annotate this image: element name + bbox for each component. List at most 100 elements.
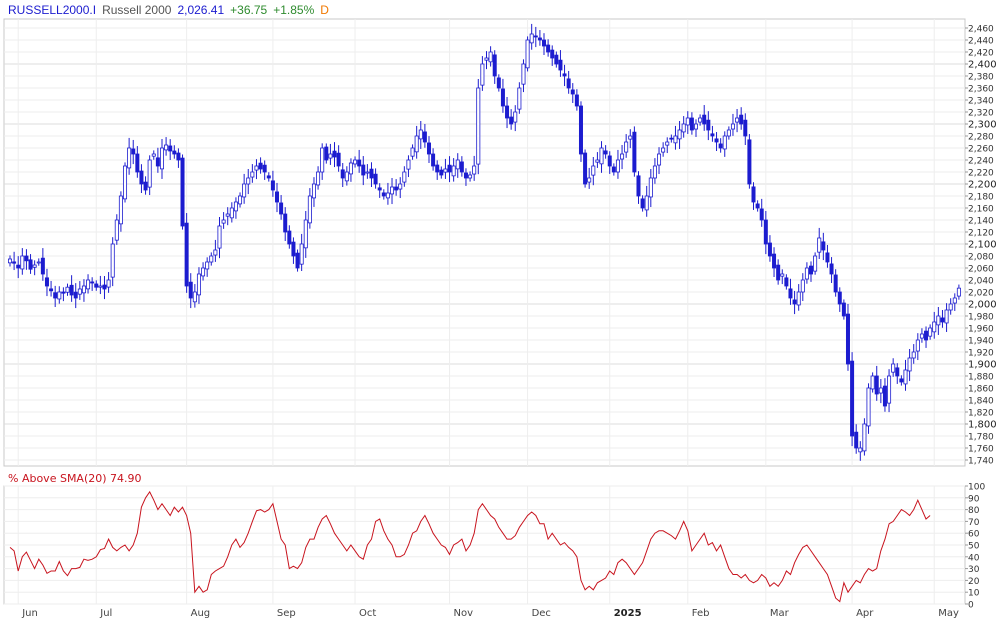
price-tick-label: 1,740	[968, 457, 994, 467]
candle-up	[673, 135, 678, 144]
price-panel-frame	[3, 18, 966, 467]
candle-up	[147, 159, 152, 188]
candle-down	[710, 133, 715, 137]
candle-up	[250, 171, 255, 178]
price-tick-label: 1,880	[968, 373, 994, 383]
candle-down	[44, 277, 49, 287]
candle-up	[418, 129, 423, 140]
indicator-tick-label: 100	[968, 483, 985, 493]
candle-down	[324, 146, 329, 161]
candle-down	[739, 114, 744, 125]
price-tick-label: 2,300	[968, 120, 997, 131]
candle-up	[652, 165, 657, 179]
candle-up	[932, 321, 937, 333]
candle-up	[726, 129, 731, 137]
candle-down	[12, 261, 17, 264]
last-price: 2,026.41	[177, 3, 225, 17]
candle-up	[238, 195, 243, 205]
candle-up	[915, 339, 920, 352]
chart-header: RUSSELL2000.I Russell 2000 2,026.41 +36.75 +…	[8, 2, 335, 18]
candle-up	[410, 147, 415, 157]
candle-down	[435, 164, 440, 173]
candle-up	[480, 63, 485, 86]
candle-down	[546, 44, 551, 53]
candle-up	[677, 129, 682, 140]
candle-down	[829, 263, 834, 275]
candle-up	[81, 285, 86, 294]
candle-up	[928, 327, 933, 337]
candle-down	[542, 39, 547, 47]
candle-down	[291, 241, 296, 257]
candle-up	[780, 273, 785, 277]
candle-up	[7, 258, 12, 264]
candle-down	[706, 119, 711, 131]
candle-down	[509, 116, 514, 125]
candle-up	[624, 141, 629, 153]
candle-down	[283, 213, 288, 233]
candle-down	[882, 385, 887, 407]
price-tick-label: 1,920	[968, 349, 994, 359]
candle-down	[188, 281, 193, 299]
candle-up	[414, 135, 419, 153]
candle-down	[562, 73, 567, 77]
candle-up	[644, 195, 649, 211]
candle-up	[813, 255, 818, 272]
candle-up	[77, 288, 82, 295]
candlestick-series	[7, 23, 961, 461]
price-change-percent: +1.85%	[273, 3, 315, 17]
candle-down	[821, 241, 826, 251]
candle-up	[665, 141, 670, 146]
price-tick-label: 2,460	[968, 25, 994, 35]
candle-down	[496, 77, 501, 89]
candle-up	[730, 123, 735, 130]
candle-down	[702, 114, 707, 125]
candle-up	[628, 135, 633, 140]
candle-up	[221, 219, 226, 224]
candle-down	[940, 317, 945, 323]
candle-up	[225, 213, 230, 217]
price-tick-label: 2,420	[968, 49, 994, 59]
price-tick-label: 2,400	[968, 60, 997, 71]
candle-down	[102, 284, 107, 290]
candle-up	[468, 174, 473, 179]
candle-down	[131, 148, 136, 155]
candle-up	[246, 177, 251, 185]
candle-down	[772, 253, 777, 269]
price-tick-label: 2,200	[968, 180, 997, 191]
candle-up	[311, 183, 316, 199]
candle-up	[735, 117, 740, 123]
candle-down	[924, 330, 929, 341]
candle-down	[767, 242, 772, 257]
candle-down	[874, 375, 879, 395]
candle-down	[776, 264, 781, 281]
candle-up	[390, 186, 395, 195]
candle-up	[472, 165, 477, 175]
price-tick-label: 2,020	[968, 289, 994, 299]
candle-down	[143, 181, 148, 191]
candle-up	[209, 255, 214, 263]
candle-down	[73, 291, 78, 299]
candle-up	[98, 285, 103, 288]
price-tick-label: 2,000	[968, 300, 997, 311]
candle-down	[426, 142, 431, 155]
candle-down	[533, 35, 538, 38]
candle-down	[275, 191, 280, 203]
candle-up	[205, 261, 210, 270]
candle-down	[640, 198, 645, 209]
symbol-label[interactable]: RUSSELL2000.I	[8, 3, 97, 17]
candle-down	[463, 172, 468, 179]
candle-up	[110, 243, 115, 278]
candle-down	[49, 288, 54, 292]
price-tick-label: 1,820	[968, 409, 994, 419]
candle-up	[693, 123, 698, 130]
period-selector[interactable]: D	[320, 3, 329, 17]
candle-up	[406, 159, 411, 170]
candle-up	[648, 177, 653, 198]
indicator-tick-label: 30	[968, 565, 980, 575]
price-tick-label: 2,320	[968, 109, 994, 119]
month-label: Dec	[532, 608, 551, 619]
candle-up	[591, 165, 596, 176]
candle-up	[529, 33, 534, 44]
candle-up	[303, 219, 308, 249]
